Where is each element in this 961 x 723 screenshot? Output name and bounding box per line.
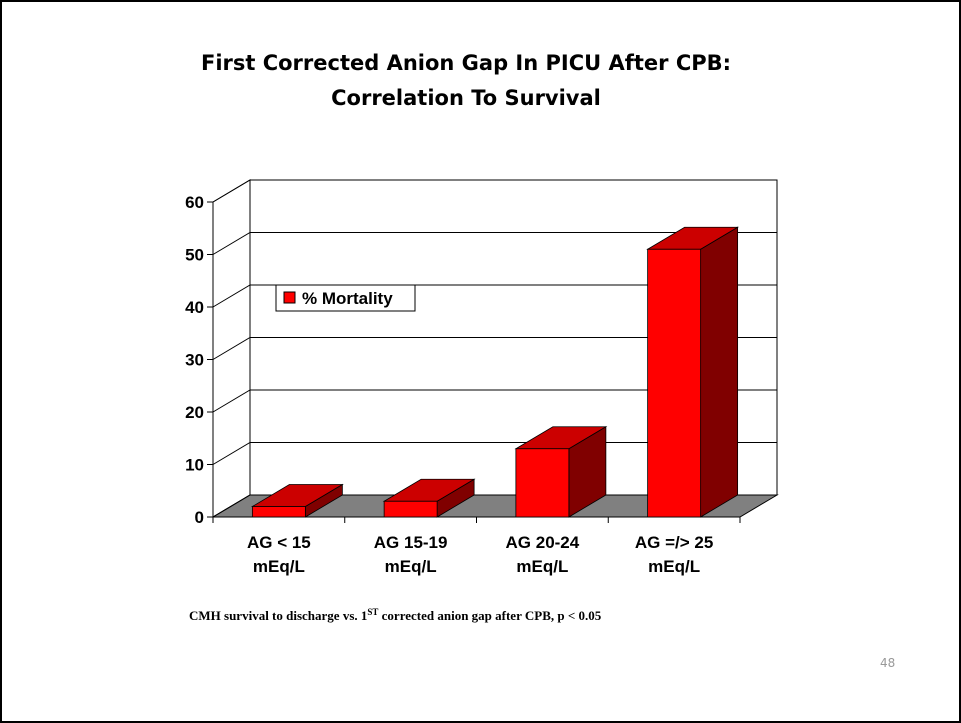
y-tick-label: 30: [185, 351, 204, 370]
legend-swatch: [283, 291, 296, 304]
x-tick-label: AG 15-19 mEq/L: [374, 533, 448, 576]
grid-line: [212, 179, 777, 203]
bar-front: [515, 448, 570, 518]
legend-box: [275, 284, 416, 312]
x-tick-label-line: AG < 15: [247, 533, 311, 552]
x-tick-label-line: AG 20-24: [506, 533, 580, 552]
footnote-text: CMH survival to discharge vs. 1: [189, 608, 367, 623]
grid-line: [212, 337, 777, 360]
grid-line: [212, 232, 777, 255]
bar: [382, 478, 476, 518]
x-tick-label: AG =/> 25 mEq/L: [635, 533, 713, 576]
x-tick-label-line: mEq/L: [516, 557, 568, 576]
footnote-text: corrected anion gap after CPB, p < 0.05: [378, 608, 601, 623]
bar-front: [383, 500, 438, 518]
bar-front: [251, 506, 306, 518]
y-tick-label: 0: [195, 508, 204, 527]
x-tick-label-line: AG 15-19: [374, 533, 448, 552]
grid-line: [212, 284, 777, 308]
page-number: 48: [880, 656, 895, 670]
legend-label: % Mortality: [302, 289, 393, 308]
bar-side: [700, 226, 739, 518]
chart-subtitle: Correlation To Survival: [331, 86, 601, 110]
bar-front: [647, 248, 702, 518]
chart-title: First Corrected Anion Gap In PICU After …: [201, 51, 731, 75]
bar: [514, 426, 608, 518]
y-tick-label: 40: [185, 298, 204, 317]
footnote: CMH survival to discharge vs. 1ST correc…: [189, 607, 602, 623]
y-tick-label: 60: [185, 193, 204, 212]
footnote-sup: ST: [367, 607, 378, 617]
y-tick-label: 10: [185, 456, 204, 475]
bar: [646, 226, 740, 518]
x-tick-label-line: AG =/> 25: [635, 533, 713, 552]
x-tick-label-line: mEq/L: [385, 557, 437, 576]
y-tick-label: 50: [185, 246, 204, 265]
x-tick-label: AG 20-24 mEq/L: [506, 533, 580, 576]
bar: [250, 483, 344, 518]
x-tick-label: AG < 15 mEq/L: [247, 533, 311, 576]
y-tick-label: 20: [185, 403, 204, 422]
x-tick-label-line: mEq/L: [253, 557, 305, 576]
grid-line: [212, 389, 777, 413]
x-tick-label-line: mEq/L: [648, 557, 700, 576]
